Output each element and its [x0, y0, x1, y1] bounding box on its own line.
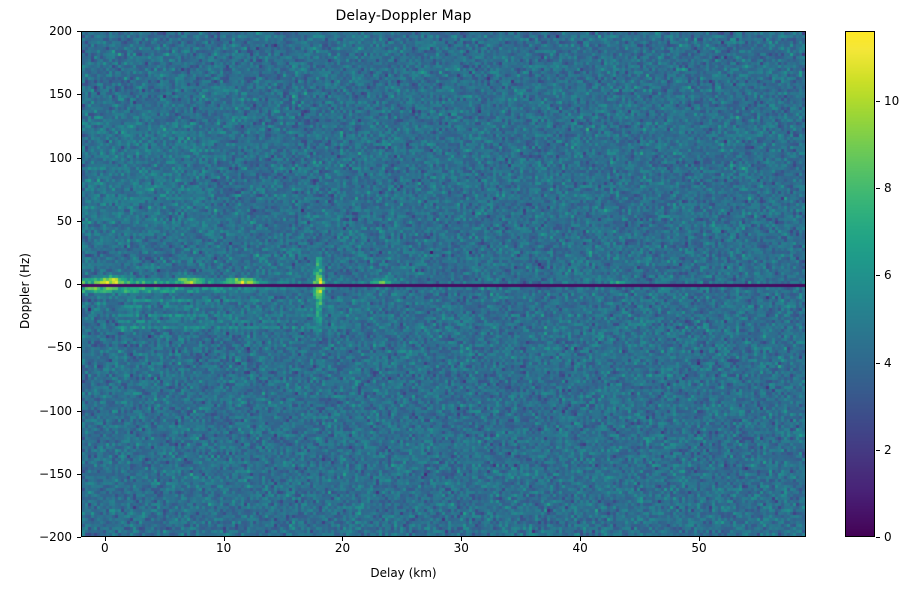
colorbar-tick-mark — [876, 275, 880, 277]
y-tick-mark — [77, 473, 81, 475]
x-tick-mark — [104, 537, 106, 541]
x-tick-label: 10 — [215, 541, 232, 555]
page-title: Delay-Doppler Map — [335, 8, 472, 24]
heatmap-plot-area — [81, 31, 806, 537]
y-tick-mark — [77, 157, 81, 159]
x-tick-label: 0 — [100, 541, 109, 555]
colorbar-tick-mark — [876, 449, 880, 451]
y-tick-label: −100 — [39, 403, 72, 418]
colorbar-tick-mark — [876, 537, 880, 538]
y-tick-label: −200 — [39, 530, 72, 544]
x-tick-mark — [461, 537, 463, 541]
x-tick-mark — [342, 537, 344, 541]
colorbar-tick-label: 4 — [884, 355, 892, 370]
delay-doppler-heatmap-canvas — [82, 32, 805, 536]
x-tick-mark — [580, 537, 582, 541]
colorbar-tick-label: 6 — [884, 268, 892, 283]
y-tick-label: 100 — [49, 150, 72, 165]
y-tick-mark — [77, 347, 81, 349]
x-axis-label: Delay (km) — [370, 566, 437, 580]
x-tick-label: 40 — [572, 541, 588, 555]
colorbar-tick-mark — [876, 362, 880, 364]
colorbar-tick-label: 10 — [884, 93, 900, 108]
y-tick-label: 0 — [64, 277, 72, 291]
colorbar-tick-mark — [876, 188, 880, 190]
x-tick-label: 30 — [453, 541, 469, 555]
y-tick-mark — [77, 537, 81, 538]
x-tick-mark — [223, 537, 225, 541]
colorbar — [845, 31, 875, 537]
colorbar-tick-label: 2 — [884, 442, 892, 457]
y-tick-label: −150 — [39, 466, 72, 481]
y-tick-label: 150 — [49, 87, 72, 102]
x-tick-mark — [699, 537, 701, 541]
y-tick-mark — [77, 284, 81, 285]
colorbar-tick-mark — [876, 100, 880, 102]
colorbar-tick-label: 8 — [884, 181, 892, 196]
y-tick-mark — [77, 94, 81, 96]
colorbar-gradient-canvas — [846, 32, 874, 536]
y-tick-label: 50 — [56, 213, 72, 228]
y-tick-label: 200 — [49, 24, 72, 38]
y-tick-mark — [77, 31, 81, 32]
x-tick-label: 20 — [334, 541, 351, 555]
y-tick-label: −50 — [46, 340, 72, 355]
colorbar-tick-label: 0 — [884, 530, 892, 544]
y-tick-mark — [77, 220, 81, 222]
x-tick-label: 50 — [691, 541, 707, 555]
y-tick-mark — [77, 410, 81, 412]
